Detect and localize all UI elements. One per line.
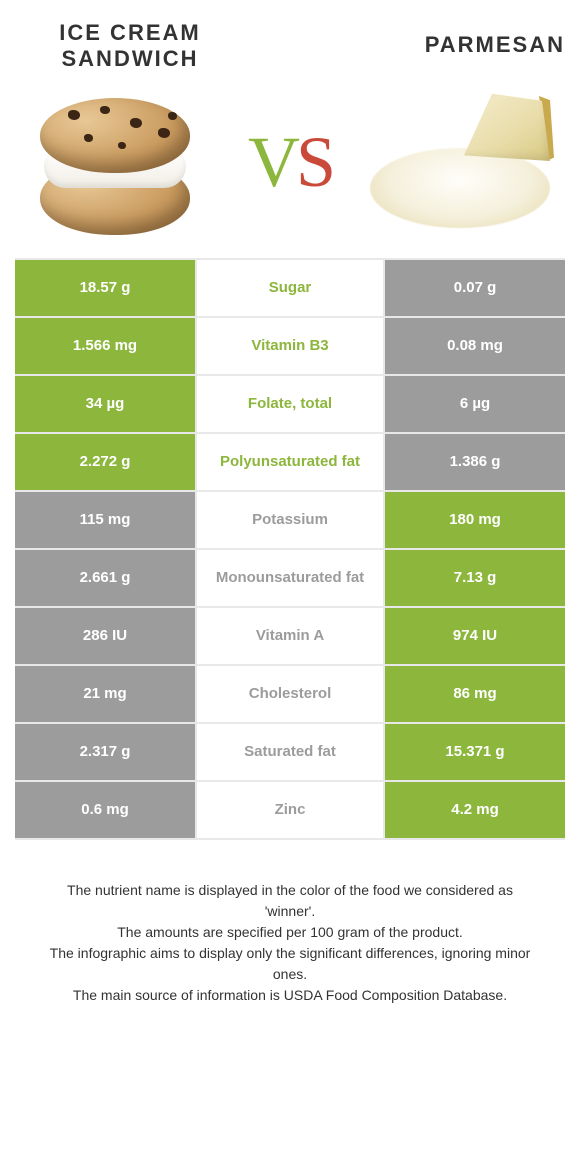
nutrient-name: Potassium [195,492,385,548]
nutrient-name: Cholesterol [195,666,385,722]
left-value: 1.566 mg [15,318,195,374]
table-row: 0.6 mgZinc4.2 mg [15,782,565,840]
right-value: 0.07 g [385,260,565,316]
nutrient-name: Vitamin B3 [195,318,385,374]
left-value: 34 µg [15,376,195,432]
right-value: 1.386 g [385,434,565,490]
right-value: 0.08 mg [385,318,565,374]
images-row: VS [15,83,565,243]
footnote-line: The nutrient name is displayed in the co… [45,880,535,922]
nutrient-name: Zinc [195,782,385,838]
nutrient-name: Saturated fat [195,724,385,780]
header: Ice Cream Sandwich Parmesan [15,20,565,73]
ice-cream-sandwich-image [15,83,215,243]
vs-v: V [248,122,296,202]
infographic-container: Ice Cream Sandwich Parmesan VS [0,0,580,1006]
title-left: Ice Cream Sandwich [15,20,245,73]
left-value: 115 mg [15,492,195,548]
table-row: 1.566 mgVitamin B30.08 mg [15,318,565,376]
left-value: 18.57 g [15,260,195,316]
table-row: 18.57 gSugar0.07 g [15,260,565,318]
right-value: 15.371 g [385,724,565,780]
table-row: 2.661 gMonounsaturated fat7.13 g [15,550,565,608]
table-row: 2.272 gPolyunsaturated fat1.386 g [15,434,565,492]
right-value: 6 µg [385,376,565,432]
right-value: 86 mg [385,666,565,722]
right-value: 7.13 g [385,550,565,606]
left-value: 0.6 mg [15,782,195,838]
left-value: 2.661 g [15,550,195,606]
table-row: 115 mgPotassium180 mg [15,492,565,550]
vs-label: VS [248,121,332,204]
nutrient-name: Monounsaturated fat [195,550,385,606]
right-value: 4.2 mg [385,782,565,838]
left-value: 2.272 g [15,434,195,490]
table-row: 34 µgFolate, total6 µg [15,376,565,434]
left-value: 286 IU [15,608,195,664]
left-value: 21 mg [15,666,195,722]
nutrient-name: Sugar [195,260,385,316]
title-right: Parmesan [335,20,565,58]
table-row: 2.317 gSaturated fat15.371 g [15,724,565,782]
right-value: 180 mg [385,492,565,548]
parmesan-image [365,83,565,243]
left-value: 2.317 g [15,724,195,780]
nutrient-name: Vitamin A [195,608,385,664]
vs-s: S [296,122,332,202]
table-row: 21 mgCholesterol86 mg [15,666,565,724]
footnote-line: The amounts are specified per 100 gram o… [45,922,535,943]
footnotes: The nutrient name is displayed in the co… [15,880,565,1006]
footnote-line: The infographic aims to display only the… [45,943,535,985]
comparison-table: 18.57 gSugar0.07 g1.566 mgVitamin B30.08… [15,258,565,840]
footnote-line: The main source of information is USDA F… [45,985,535,1006]
table-row: 286 IUVitamin A974 IU [15,608,565,666]
nutrient-name: Folate, total [195,376,385,432]
nutrient-name: Polyunsaturated fat [195,434,385,490]
right-value: 974 IU [385,608,565,664]
